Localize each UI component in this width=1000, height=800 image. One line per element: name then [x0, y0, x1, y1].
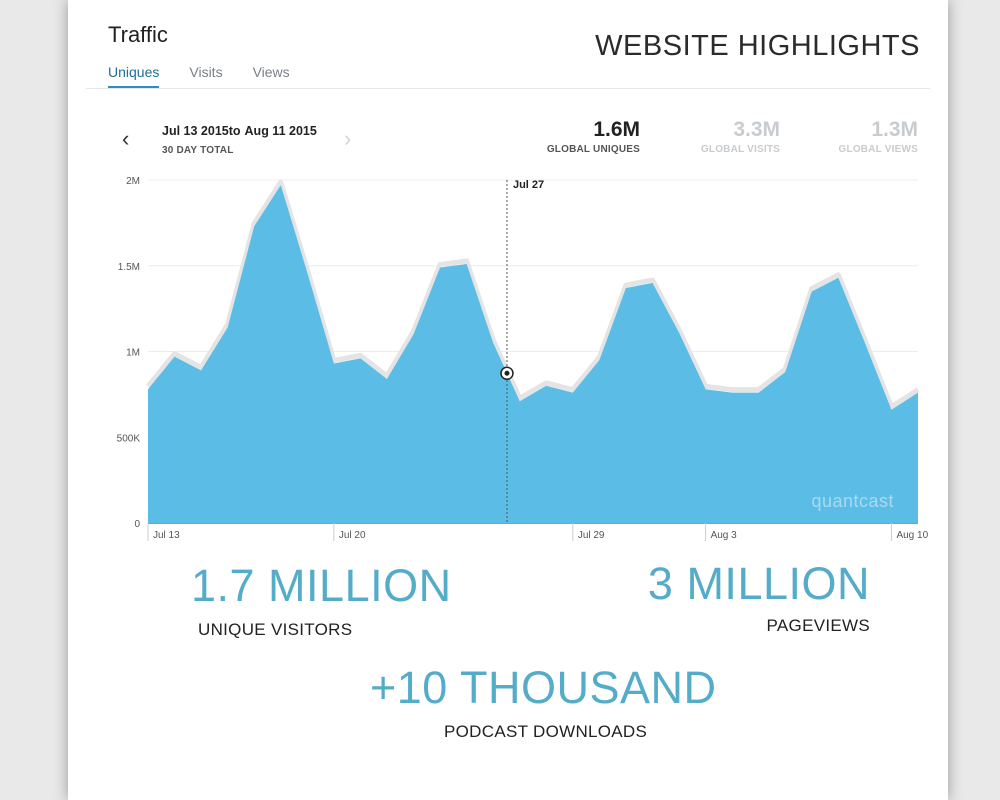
traffic-tabs: Uniques Visits Views	[108, 64, 320, 88]
tabs-divider	[86, 88, 930, 89]
summary-pageviews-value: 3 MILLION	[647, 558, 870, 609]
stat-value: 1.6M	[593, 118, 640, 141]
range-start: Jul 13 2015	[162, 124, 229, 138]
tab-views[interactable]: Views	[252, 64, 290, 80]
range-sublabel: 30 DAY TOTAL	[162, 145, 234, 156]
summary-podcast-value: +10 THOUSAND	[370, 662, 717, 713]
summary-pageviews-label: PAGEVIEWS	[766, 616, 870, 635]
tab-uniques[interactable]: Uniques	[108, 64, 160, 88]
series-area	[148, 185, 918, 523]
quantcast-watermark: quantcast	[811, 491, 894, 511]
x-tick-label: Aug 3	[711, 530, 738, 541]
date-marker-dot	[504, 370, 510, 376]
stat-global-visits[interactable]: 3.3M GLOBAL VISITS	[701, 118, 780, 155]
x-tick-label: Aug 10	[896, 530, 928, 541]
website-highlights-heading: WEBSITE HIGHLIGHTS	[595, 30, 920, 62]
series-outline	[146, 179, 920, 410]
tab-visits[interactable]: Visits	[189, 64, 223, 80]
x-tick-label: Jul 13	[153, 530, 180, 541]
stat-value: 1.3M	[871, 118, 918, 141]
stat-label: GLOBAL UNIQUES	[546, 144, 640, 155]
range-end: Aug 11 2015	[244, 124, 317, 138]
summary-unique-visitors-value: 1.7 MILLION	[191, 560, 452, 611]
summary-podcast-label: PODCAST DOWNLOADS	[444, 722, 648, 741]
range-to: to	[228, 124, 241, 138]
stat-global-uniques[interactable]: 1.6M GLOBAL UNIQUES	[547, 118, 640, 155]
highlights-card: Traffic WEBSITE HIGHLIGHTS Uniques Visit…	[68, 0, 948, 800]
x-tick-label: Jul 29	[578, 530, 605, 541]
stat-label: GLOBAL VIEWS	[838, 144, 918, 155]
y-tick-label: 1.5M	[118, 262, 140, 273]
y-tick-label: 500K	[117, 433, 141, 444]
y-tick-label: 0	[134, 519, 140, 530]
y-tick-label: 1M	[126, 348, 140, 359]
chevron-left-icon[interactable]: ‹	[122, 126, 130, 151]
x-tick-label: Jul 20	[339, 530, 366, 541]
page-title: Traffic	[108, 22, 168, 47]
traffic-area-chart: 0 500K 1M 1.5M 2M quantcast Jul 13 Jul 20 Jul 29…	[117, 176, 929, 541]
summary-unique-visitors-label: UNIQUE VISITORS	[198, 620, 353, 639]
stat-global-views[interactable]: 1.3M GLOBAL VIEWS	[839, 118, 918, 155]
stat-value: 3.3M	[733, 118, 780, 141]
chevron-right-icon[interactable]: ›	[344, 126, 352, 151]
date-marker-label: Jul 27	[513, 179, 544, 191]
date-range: Jul 13 2015to Aug 11 2015	[162, 124, 317, 138]
y-tick-label: 2M	[126, 176, 140, 187]
stat-label: GLOBAL VISITS	[700, 144, 780, 155]
